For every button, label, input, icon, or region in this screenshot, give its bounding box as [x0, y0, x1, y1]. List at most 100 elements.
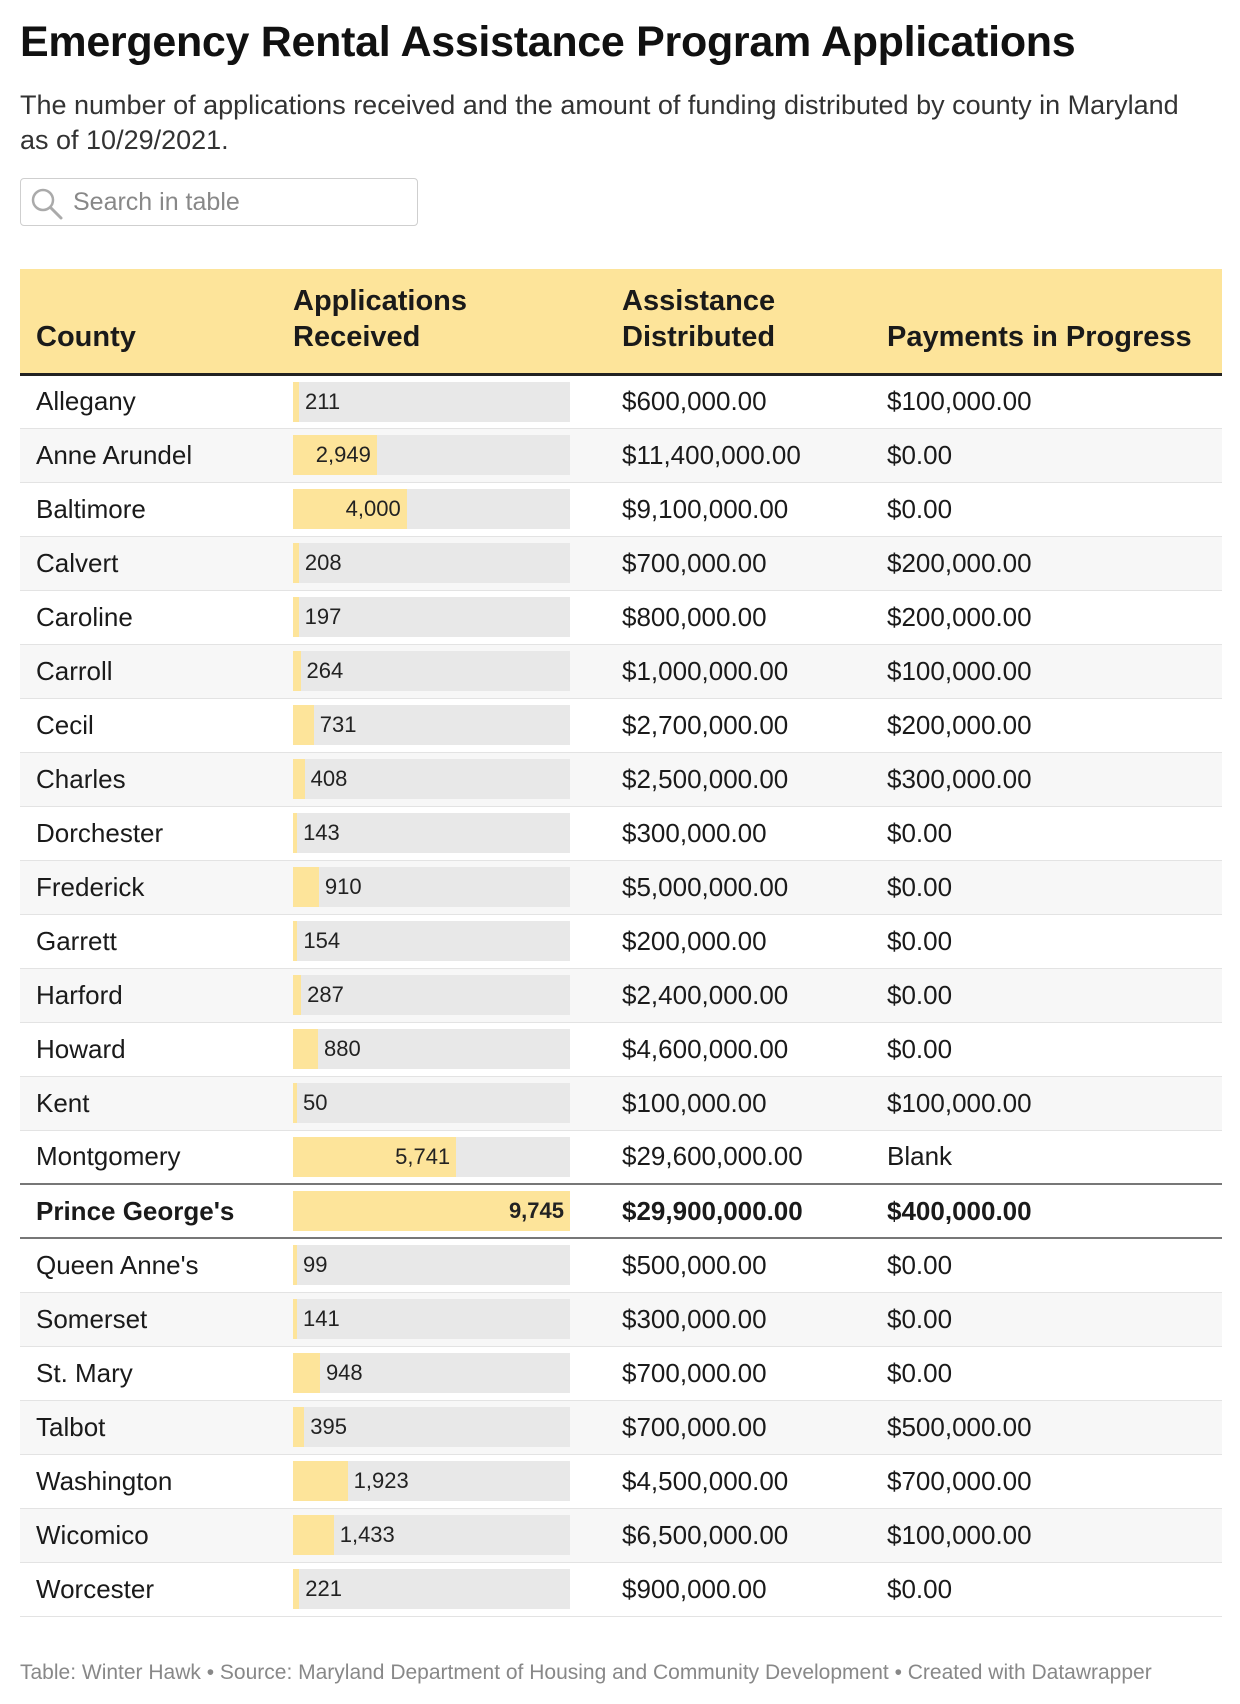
cell-payments: $500,000.00: [871, 1400, 1222, 1455]
column-header-county[interactable]: County: [20, 269, 293, 376]
cell-county: Queen Anne's: [20, 1238, 293, 1293]
applications-bar-track: 5,741: [293, 1136, 570, 1177]
cell-assistance: $9,100,000.00: [606, 482, 871, 537]
table-row: Anne Arundel 2,949 $11,400,000.00 $0.00: [20, 428, 1222, 483]
table-row: Garrett 154 $200,000.00 $0.00: [20, 914, 1222, 969]
cell-assistance: $4,500,000.00: [606, 1454, 871, 1509]
table-row: Carroll 264 $1,000,000.00 $100,000.00: [20, 644, 1222, 699]
applications-bar-track: 197: [293, 597, 570, 637]
applications-bar-track: 880: [293, 1029, 570, 1069]
column-header-applications[interactable]: Applications Received: [293, 269, 606, 376]
cell-applications: 50: [293, 1076, 606, 1131]
applications-bar-track: 2,949: [293, 435, 570, 475]
applications-bar-track: 287: [293, 975, 570, 1015]
cell-payments: $0.00: [871, 1562, 1222, 1617]
applications-bar: [293, 1299, 297, 1339]
cell-county: Garrett: [20, 914, 293, 969]
column-header-payments[interactable]: Payments in Progress: [871, 269, 1222, 376]
column-header-assistance[interactable]: Assistance Distributed: [606, 269, 871, 376]
applications-bar: [293, 813, 298, 853]
cell-payments: $0.00: [871, 1022, 1222, 1077]
cell-applications: 731: [293, 698, 606, 753]
applications-bar-track: 395: [293, 1407, 570, 1447]
applications-value: 9,745: [508, 1198, 564, 1223]
cell-applications: 880: [293, 1022, 606, 1077]
search-box[interactable]: [20, 178, 418, 226]
applications-value: 880: [324, 1036, 361, 1061]
applications-bar-track: 1,433: [293, 1515, 570, 1555]
applications-bar: [293, 435, 377, 475]
cell-county: Dorchester: [20, 806, 293, 861]
applications-value: 287: [307, 982, 344, 1007]
cell-applications: 154: [293, 914, 606, 969]
table-row: Washington 1,923 $4,500,000.00 $700,000.00: [20, 1454, 1222, 1509]
cell-assistance: $2,500,000.00: [606, 752, 871, 807]
cell-county: Baltimore: [20, 482, 293, 537]
cell-applications: 211: [293, 374, 606, 429]
cell-county: Worcester: [20, 1562, 293, 1617]
cell-applications: 5,741: [293, 1130, 606, 1185]
applications-bar: [293, 1569, 300, 1609]
applications-bar-track: 211: [293, 381, 570, 422]
table-row: Caroline 197 $800,000.00 $200,000.00: [20, 590, 1222, 645]
applications-bar: [293, 705, 314, 745]
applications-bar: [293, 1136, 457, 1177]
applications-bar-track: 99: [293, 1245, 570, 1286]
cell-assistance: $11,400,000.00: [606, 428, 871, 483]
search-input[interactable]: [73, 179, 403, 225]
cell-assistance: $300,000.00: [606, 806, 871, 861]
cell-county: St. Mary: [20, 1346, 293, 1401]
page-subtitle: The number of applications received and …: [20, 90, 1179, 155]
table-row: Calvert 208 $700,000.00 $200,000.00: [20, 536, 1222, 591]
applications-value: 2,949: [315, 442, 371, 467]
applications-bar-track: 221: [293, 1569, 570, 1609]
cell-assistance: $100,000.00: [606, 1076, 871, 1131]
cell-assistance: $700,000.00: [606, 536, 871, 591]
table-row: Kent 50 $100,000.00 $100,000.00: [20, 1076, 1222, 1131]
cell-payments: $0.00: [871, 482, 1222, 537]
applications-bar: [293, 543, 299, 583]
cell-county: Prince George's: [20, 1183, 293, 1239]
cell-assistance: $300,000.00: [606, 1292, 871, 1347]
cell-assistance: $2,700,000.00: [606, 698, 871, 753]
cell-payments: $0.00: [871, 1292, 1222, 1347]
applications-value: 1,433: [339, 1522, 395, 1547]
applications-bar: [293, 921, 298, 961]
cell-assistance: $5,000,000.00: [606, 860, 871, 915]
cell-applications: 99: [293, 1238, 606, 1293]
cell-assistance: $800,000.00: [606, 590, 871, 645]
table-row: Montgomery 5,741 $29,600,000.00 Blank: [20, 1130, 1222, 1185]
cell-payments: $0.00: [871, 1346, 1222, 1401]
applications-bar-track: 154: [293, 921, 570, 961]
cell-payments: $0.00: [871, 860, 1222, 915]
applications-value: 408: [310, 766, 348, 791]
applications-value: 141: [303, 1306, 340, 1331]
cell-payments: $200,000.00: [871, 536, 1222, 591]
table-row: Frederick 910 $5,000,000.00 $0.00: [20, 860, 1222, 915]
applications-value: 4,000: [345, 496, 401, 521]
cell-applications: 408: [293, 752, 606, 807]
cell-applications: 264: [293, 644, 606, 699]
applications-bar: [293, 975, 302, 1015]
cell-assistance: $600,000.00: [606, 374, 871, 429]
table-row: St. Mary 948 $700,000.00 $0.00: [20, 1346, 1222, 1401]
cell-applications: 1,923: [293, 1454, 606, 1509]
applications-value: 143: [303, 820, 340, 845]
cell-assistance: $700,000.00: [606, 1400, 871, 1455]
cell-county: Howard: [20, 1022, 293, 1077]
applications-bar: [293, 597, 299, 637]
cell-county: Caroline: [20, 590, 293, 645]
footer-credits: Table: Winter Hawk • Source: Maryland De…: [20, 1661, 1152, 1684]
cell-payments: $100,000.00: [871, 644, 1222, 699]
cell-applications: 221: [293, 1562, 606, 1617]
cell-applications: 9,745: [293, 1183, 606, 1239]
applications-bar-track: 9,745: [293, 1191, 570, 1231]
table-row: Queen Anne's 99 $500,000.00 $0.00: [20, 1238, 1222, 1293]
cell-applications: 197: [293, 590, 606, 645]
applications-bar: [293, 1353, 320, 1393]
cell-county: Calvert: [20, 536, 293, 591]
cell-assistance: $500,000.00: [606, 1238, 871, 1293]
cell-county: Frederick: [20, 860, 293, 915]
table-row: Harford 287 $2,400,000.00 $0.00: [20, 968, 1222, 1023]
cell-applications: 4,000: [293, 482, 606, 537]
